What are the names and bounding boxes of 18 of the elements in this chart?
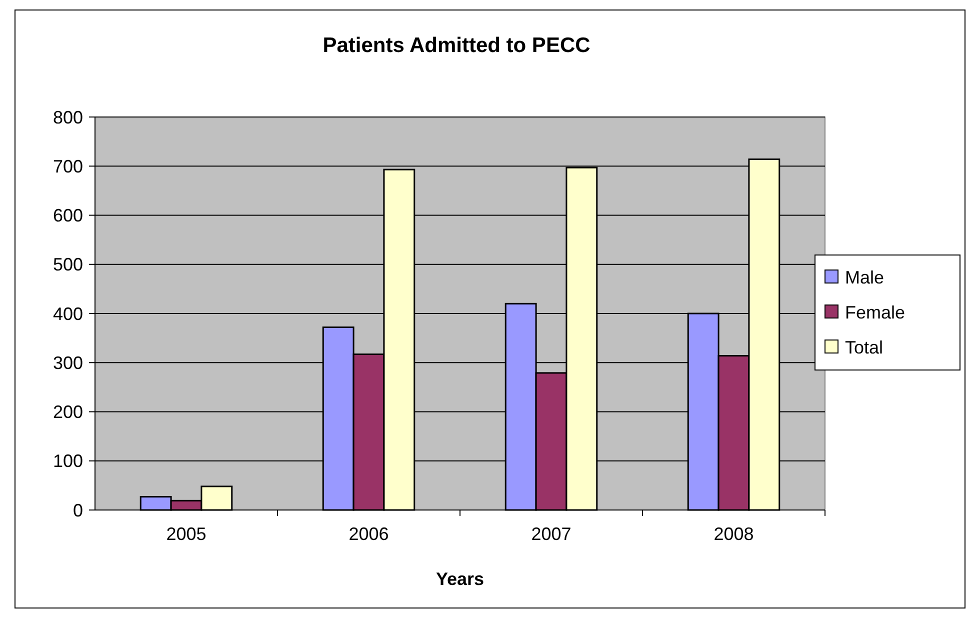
- legend-label: Male: [845, 267, 884, 288]
- y-tick-label: 300: [52, 352, 83, 373]
- x-tick-label: 2006: [348, 524, 389, 544]
- y-tick-label: 100: [52, 451, 83, 472]
- x-tick-label: 2007: [531, 524, 572, 544]
- y-tick-label: 700: [52, 156, 83, 176]
- y-tick-label: 200: [52, 402, 83, 422]
- legend-label: Total: [845, 337, 884, 358]
- x-tick-label: 2008: [714, 524, 754, 544]
- x-tick-label: 2005: [166, 524, 206, 544]
- y-tick-label: 0: [72, 500, 83, 520]
- legend-label: Female: [845, 302, 906, 322]
- x-axis-title: Years: [436, 569, 484, 589]
- chart-title: Patients Admitted to PECC: [322, 34, 590, 57]
- y-tick-label: 400: [52, 304, 83, 324]
- y-tick-label: 800: [52, 107, 83, 128]
- y-tick-label: 500: [52, 254, 83, 275]
- y-tick-label: 600: [52, 206, 83, 226]
